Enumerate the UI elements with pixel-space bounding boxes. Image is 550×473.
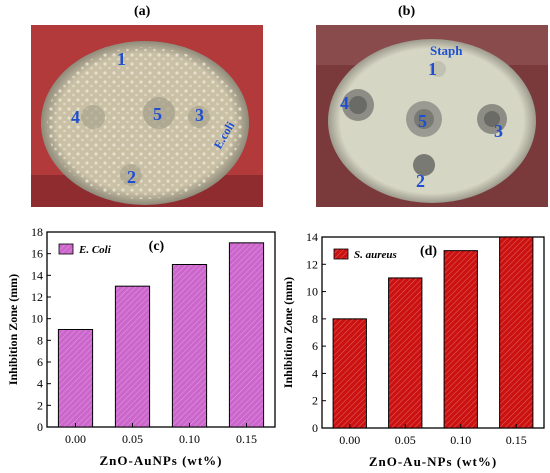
y-tick-label: 0 [37, 420, 43, 434]
y-tick-label: 12 [306, 257, 318, 271]
x-tick-label: 0.05 [122, 432, 143, 446]
legend-label: S. aureus [354, 249, 397, 261]
y-tick-label: 2 [312, 394, 318, 408]
plot-frame [321, 236, 545, 429]
y-tick-label: 14 [306, 230, 318, 244]
y-tick-label: 18 [31, 225, 43, 239]
y-tick-label: 6 [37, 355, 43, 369]
x-axis-label: ZnO-AuNPs (wt%) [100, 453, 223, 468]
plate-b-mark-3: 3 [494, 121, 503, 141]
y-tick-label: 6 [312, 339, 318, 353]
plate-b-mark-2: 2 [416, 171, 425, 191]
plate-a-mark-5: 5 [153, 104, 162, 124]
plate-b-mark-5: 5 [418, 111, 427, 131]
y-axis-label: Inhibition Zone (mm) [6, 274, 20, 385]
y-tick-label: 10 [31, 312, 43, 326]
bar-chart-s-aureus: 0 2 4 6 8 10 12 14 0.00 0.05 0.10 0.15 ZnO-Au-NPs (w… [281, 230, 545, 469]
agar-plate-photo-b: 1 5 3 4 2 Staph [316, 25, 548, 207]
plate-a-mark-3: 3 [195, 105, 204, 125]
panel-label: (c) [149, 239, 165, 254]
y-tick-label: 2 [37, 398, 43, 412]
plate-a-mark-1: 1 [117, 49, 126, 69]
x-tick-label: 0.10 [179, 432, 200, 446]
x-axis-label: ZnO-Au-NPs (wt%) [369, 454, 497, 469]
bar [499, 236, 534, 429]
y-axis-label: Inhibition Zone (mm) [281, 277, 295, 388]
plate-b-mark-4: 4 [340, 93, 349, 113]
bar [228, 242, 265, 428]
y-tick-label: 10 [306, 285, 318, 299]
x-tick-label: 0.00 [65, 432, 86, 446]
y-tick-label: 16 [31, 247, 43, 261]
x-tick-label: 0.10 [450, 433, 471, 447]
bar [114, 285, 151, 428]
legend-swatch [58, 243, 74, 255]
y-tick-label: 4 [37, 377, 43, 391]
bar [388, 277, 423, 429]
x-tick-label: 0.00 [339, 433, 360, 447]
bar [332, 318, 367, 429]
agar-plate-b-image: 1 5 3 4 2 Staph [316, 25, 548, 207]
x-tick-label: 0.15 [506, 433, 527, 447]
bar [57, 329, 94, 428]
y-tick-label: 4 [312, 366, 318, 380]
y-tick-label: 0 [312, 421, 318, 435]
y-tick-label: 8 [312, 312, 318, 326]
plate-a-mark-2: 2 [127, 167, 136, 187]
legend-label: E. Coli [78, 244, 112, 256]
panel-label-a: (a) [134, 4, 151, 19]
x-tick-label: 0.05 [395, 433, 416, 447]
panel-label: (d) [420, 244, 437, 259]
plot-frame [46, 231, 276, 428]
y-tick-label: 14 [31, 268, 43, 282]
y-tick-label: 8 [37, 333, 43, 347]
plate-a-mark-4: 4 [71, 107, 80, 127]
agar-plate-photo-a: 1 5 3 4 2 E.coli [31, 25, 263, 207]
agar-plate-a-image: 1 5 3 4 2 E.coli [31, 25, 263, 207]
plate-b-mark-1: 1 [428, 59, 437, 79]
y-tick-label: 12 [31, 290, 43, 304]
plate-b-annotation: Staph [430, 43, 463, 58]
bar [171, 264, 208, 428]
x-tick-label: 0.15 [236, 432, 257, 446]
panel-label-b: (b) [398, 4, 416, 19]
bar [443, 250, 478, 429]
legend-swatch [333, 248, 349, 260]
bar-chart-e-coli: 0 2 4 6 8 10 12 14 16 18 0.00 0.05 0.10 0.15 ZnO-AuNPs… [6, 225, 276, 468]
